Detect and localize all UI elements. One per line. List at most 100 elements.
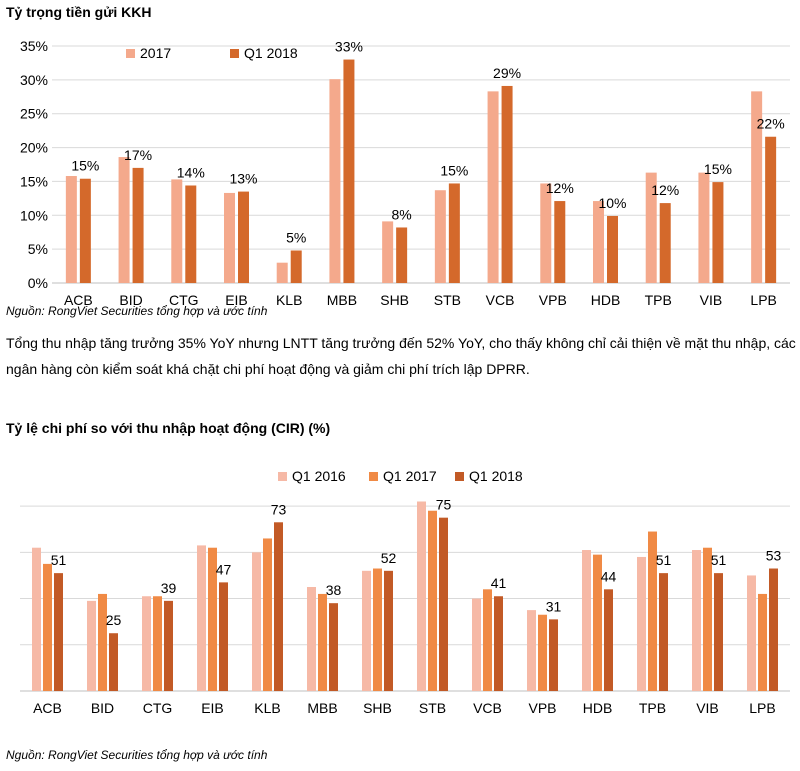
chart1-bar-vcb-2 xyxy=(501,85,513,283)
chart2-legend-swatch xyxy=(455,472,464,481)
chart2-category-label: MBB xyxy=(307,700,337,716)
chart2-data-label: 47 xyxy=(216,561,232,577)
chart1-bar-hdb-2 xyxy=(607,215,618,283)
chart1-category-label: VIB xyxy=(700,292,723,308)
chart2-bar-eib-3 xyxy=(219,582,228,691)
chart1-category-label: BID xyxy=(119,292,142,308)
chart2-data-label: 25 xyxy=(106,612,122,628)
chart2-category-label: STB xyxy=(419,700,446,716)
chart1-legend-swatch xyxy=(126,49,135,58)
chart2-bar-klb-3 xyxy=(274,522,283,691)
chart1-category-label: EIB xyxy=(225,292,248,308)
chart2-bar-mbb-2 xyxy=(318,593,327,691)
chart2-category-label: BID xyxy=(91,700,114,716)
chart2-bar-shb-3 xyxy=(384,570,393,691)
chart1-category-label: ACB xyxy=(64,292,93,308)
chart2-bar-ctg-3 xyxy=(164,600,173,691)
chart1-bar-shb-2 xyxy=(396,227,408,283)
chart1-bar-acb-1 xyxy=(65,176,77,283)
chart1-data-label: 33% xyxy=(335,39,363,55)
chart1-bar-vcb-1 xyxy=(487,91,499,284)
chart2-category-label: VCB xyxy=(473,700,502,716)
chart1-data-label: 5% xyxy=(286,229,306,245)
chart1-category-label: LPB xyxy=(750,292,776,308)
chart2-heading: Tỷ lệ chi phí so với thu nhập hoạt động … xyxy=(6,420,331,436)
chart1-bar-lpb-2 xyxy=(765,136,777,283)
chart1-ytick-label: 10% xyxy=(20,207,48,223)
chart1-category-label: TPB xyxy=(645,292,672,308)
chart2-cir: 51 ACB 25 BID 39 CTG 47 EIB 73 KLB 38 MBB 52 SHB 75 STB… xyxy=(20,468,790,716)
chart1-bar-hdb-1 xyxy=(593,201,604,283)
chart1-bar-tpb-2 xyxy=(659,203,671,283)
chart2-bar-vcb-2 xyxy=(483,589,492,691)
chart2-category-label: VIB xyxy=(696,700,719,716)
chart2-category-label: HDB xyxy=(583,700,613,716)
body-paragraph: Tổng thu nhập tăng trưởng 35% YoY nhưng … xyxy=(6,335,796,377)
chart1-legend-swatch xyxy=(230,49,239,58)
chart1-category-label: STB xyxy=(434,292,461,308)
chart2-bar-mbb-1 xyxy=(307,587,316,691)
chart1-ytick-label: 25% xyxy=(20,106,48,122)
chart2-bar-vcb-1 xyxy=(472,598,481,691)
chart1-bar-eib-2 xyxy=(238,191,249,283)
chart2-bar-vpb-1 xyxy=(527,610,536,691)
chart2-bar-lpb-2 xyxy=(758,593,767,691)
chart2-bar-bid-3 xyxy=(109,633,118,691)
chart2-data-label: 53 xyxy=(766,548,782,564)
chart2-data-label: 31 xyxy=(546,598,562,614)
chart2-category-label: LPB xyxy=(749,700,775,716)
chart1-legend-label: Q1 2018 xyxy=(244,45,298,61)
chart1-ytick-label: 15% xyxy=(20,173,48,189)
chart1-category-label: MBB xyxy=(327,292,357,308)
chart1-data-label: 15% xyxy=(440,162,468,178)
chart1-data-label: 8% xyxy=(392,206,412,222)
chart2-category-label: SHB xyxy=(363,700,392,716)
chart1-bar-vpb-2 xyxy=(554,201,566,283)
chart1-bar-ctg-2 xyxy=(185,185,197,283)
chart2-data-label: 51 xyxy=(711,552,727,568)
chart1-bar-vpb-1 xyxy=(540,183,552,283)
chart1-bar-acb-2 xyxy=(79,178,91,283)
chart2-data-label: 41 xyxy=(491,575,507,591)
chart1-ytick-label: 0% xyxy=(28,275,48,291)
chart2-data-label: 52 xyxy=(381,550,397,566)
chart1-heading: Tỷ trọng tiền gửi KKH xyxy=(6,4,152,20)
chart1-data-label: 17% xyxy=(124,147,152,163)
chart2-data-label: 51 xyxy=(51,552,67,568)
chart1-data-label: 13% xyxy=(229,171,257,187)
chart1-ytick-label: 20% xyxy=(20,140,48,156)
chart2-bar-hdb-1 xyxy=(582,550,591,691)
chart1-data-label: 12% xyxy=(651,182,679,198)
chart1-category-label: KLB xyxy=(276,292,302,308)
chart2-bar-stb-3 xyxy=(439,517,448,691)
chart1-bar-mbb-1 xyxy=(329,79,341,284)
chart2-legend-label: Q1 2016 xyxy=(292,468,346,484)
chart2-bar-tpb-2 xyxy=(648,531,657,691)
chart1-ytick-label: 30% xyxy=(20,72,48,88)
chart1-data-label: 29% xyxy=(493,65,521,81)
chart2-bar-vpb-3 xyxy=(549,619,558,691)
chart2-category-label: VPB xyxy=(528,700,556,716)
chart1-bar-bid-1 xyxy=(118,157,130,283)
chart1-bar-eib-1 xyxy=(224,192,235,283)
chart1-data-label: 10% xyxy=(598,195,626,211)
chart1-bar-klb-2 xyxy=(290,250,302,283)
chart2-bar-lpb-1 xyxy=(747,575,756,691)
chart2-bar-vpb-2 xyxy=(538,614,547,691)
chart1-data-label: 14% xyxy=(177,164,205,180)
chart2-data-label: 44 xyxy=(601,568,617,584)
chart2-category-label: TPB xyxy=(639,700,666,716)
chart2-bar-vib-2 xyxy=(703,547,712,691)
chart2-bar-shb-2 xyxy=(373,568,382,691)
chart1-bar-tpb-1 xyxy=(645,172,657,283)
chart1-data-label: 15% xyxy=(71,158,99,174)
chart2-bar-vcb-3 xyxy=(494,596,503,691)
chart2-bar-stb-1 xyxy=(417,501,426,691)
chart2-category-label: CTG xyxy=(143,700,173,716)
chart1-bar-stb-1 xyxy=(434,190,446,283)
chart2-legend-label: Q1 2017 xyxy=(383,468,437,484)
chart1-category-label: SHB xyxy=(380,292,409,308)
chart2-data-label: 38 xyxy=(326,582,342,598)
chart2-legend-label: Q1 2018 xyxy=(469,468,523,484)
chart2-bar-tpb-1 xyxy=(637,556,646,691)
